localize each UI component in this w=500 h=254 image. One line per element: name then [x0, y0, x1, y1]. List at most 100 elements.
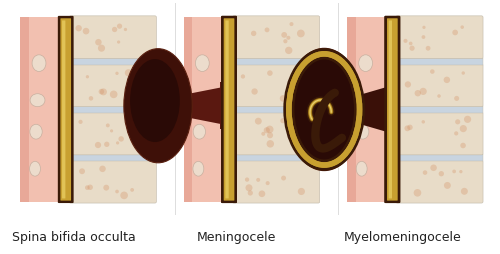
Ellipse shape: [196, 55, 209, 71]
Circle shape: [120, 192, 128, 199]
Circle shape: [251, 31, 256, 36]
Circle shape: [280, 95, 286, 102]
Circle shape: [246, 184, 252, 191]
Circle shape: [284, 39, 288, 43]
Circle shape: [404, 39, 407, 43]
Ellipse shape: [290, 57, 358, 162]
Polygon shape: [70, 154, 156, 161]
Polygon shape: [396, 58, 482, 65]
Polygon shape: [338, 85, 392, 134]
Ellipse shape: [32, 55, 46, 71]
Ellipse shape: [356, 94, 372, 107]
FancyBboxPatch shape: [396, 160, 483, 203]
FancyBboxPatch shape: [226, 20, 228, 198]
Circle shape: [264, 27, 270, 32]
Circle shape: [423, 170, 428, 175]
FancyBboxPatch shape: [232, 160, 320, 203]
Circle shape: [117, 24, 122, 29]
Circle shape: [266, 140, 274, 148]
Circle shape: [252, 88, 258, 95]
Polygon shape: [168, 87, 222, 124]
Ellipse shape: [30, 124, 42, 139]
Circle shape: [452, 170, 456, 173]
Circle shape: [430, 69, 434, 74]
Circle shape: [79, 168, 85, 174]
Circle shape: [112, 27, 117, 32]
Circle shape: [298, 129, 304, 135]
Polygon shape: [184, 17, 192, 202]
FancyBboxPatch shape: [69, 112, 156, 155]
FancyBboxPatch shape: [224, 18, 234, 201]
FancyBboxPatch shape: [396, 16, 483, 59]
Circle shape: [115, 190, 119, 193]
Circle shape: [290, 22, 294, 26]
Text: Meningocele: Meningocele: [197, 231, 276, 244]
Ellipse shape: [356, 161, 367, 176]
Polygon shape: [396, 106, 482, 113]
Circle shape: [285, 47, 292, 54]
Circle shape: [245, 178, 249, 182]
FancyBboxPatch shape: [384, 16, 400, 203]
Circle shape: [82, 28, 89, 35]
Circle shape: [282, 32, 287, 38]
Polygon shape: [220, 82, 233, 129]
Circle shape: [262, 132, 266, 136]
Circle shape: [258, 190, 266, 197]
Circle shape: [422, 120, 425, 124]
Polygon shape: [70, 106, 156, 113]
Circle shape: [422, 35, 426, 39]
Circle shape: [452, 30, 458, 35]
Circle shape: [409, 42, 412, 45]
FancyBboxPatch shape: [387, 18, 398, 201]
Circle shape: [404, 125, 410, 131]
Ellipse shape: [130, 59, 180, 142]
Ellipse shape: [194, 94, 208, 107]
FancyBboxPatch shape: [221, 16, 237, 203]
Ellipse shape: [356, 124, 369, 139]
FancyBboxPatch shape: [69, 64, 156, 107]
FancyBboxPatch shape: [232, 16, 320, 59]
Polygon shape: [20, 17, 29, 202]
Circle shape: [298, 188, 305, 195]
Circle shape: [460, 125, 467, 132]
Text: Myelomeningocele: Myelomeningocele: [344, 231, 462, 244]
Circle shape: [85, 185, 89, 190]
Circle shape: [76, 25, 82, 31]
Circle shape: [98, 45, 105, 52]
Polygon shape: [233, 106, 319, 113]
Circle shape: [444, 182, 451, 189]
Circle shape: [461, 188, 468, 195]
FancyBboxPatch shape: [396, 64, 483, 107]
Circle shape: [420, 88, 427, 95]
Circle shape: [286, 36, 290, 40]
Circle shape: [438, 94, 441, 98]
Circle shape: [264, 127, 270, 133]
Text: Spina bifida occulta: Spina bifida occulta: [12, 231, 136, 244]
Circle shape: [125, 69, 132, 76]
Polygon shape: [70, 58, 156, 65]
Circle shape: [116, 72, 118, 75]
Circle shape: [118, 136, 124, 142]
Circle shape: [454, 131, 458, 135]
Circle shape: [430, 165, 437, 171]
Circle shape: [100, 166, 106, 172]
Circle shape: [88, 185, 93, 190]
Ellipse shape: [124, 49, 192, 163]
Circle shape: [256, 178, 260, 182]
Circle shape: [106, 123, 110, 127]
Circle shape: [241, 74, 245, 79]
Circle shape: [255, 118, 262, 124]
FancyBboxPatch shape: [226, 20, 228, 198]
Circle shape: [414, 90, 421, 97]
Circle shape: [98, 89, 104, 94]
Circle shape: [455, 119, 460, 124]
FancyBboxPatch shape: [384, 16, 400, 203]
Ellipse shape: [30, 161, 40, 176]
Circle shape: [297, 86, 303, 91]
Polygon shape: [29, 17, 70, 202]
Circle shape: [266, 181, 270, 185]
Circle shape: [444, 77, 450, 83]
Polygon shape: [356, 17, 397, 202]
Circle shape: [140, 76, 144, 80]
Ellipse shape: [193, 124, 205, 139]
